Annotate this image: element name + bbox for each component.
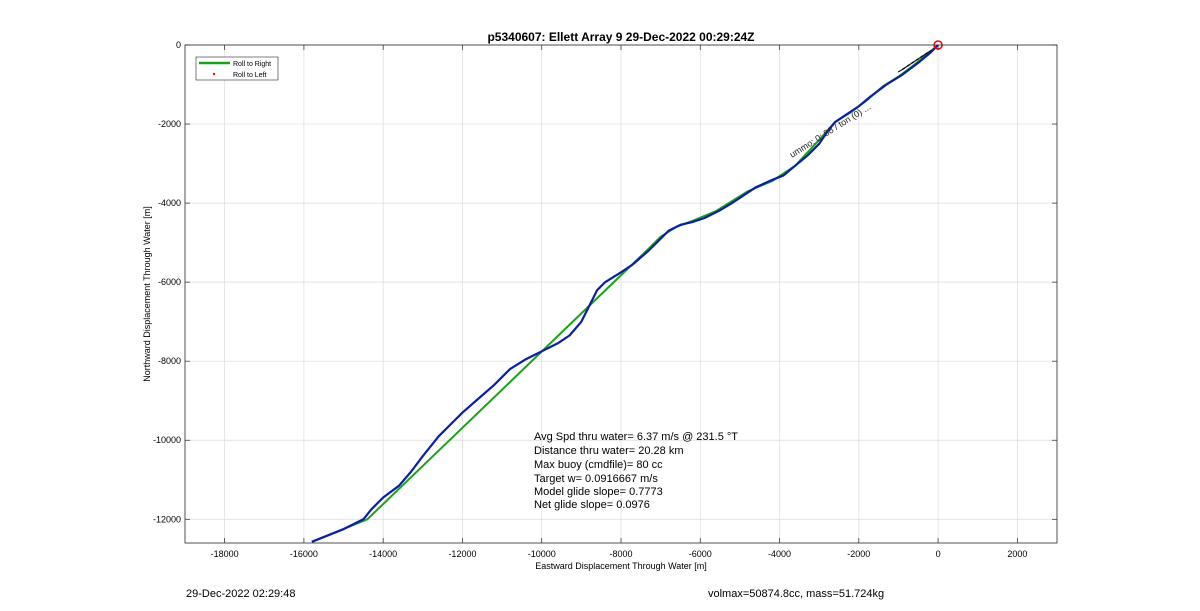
annotation-line: Model glide slope= 0.7773 <box>534 486 663 498</box>
grid <box>185 44 1057 543</box>
y-tick-label: -10000 <box>153 435 181 445</box>
y-tick-label: -6000 <box>158 277 181 287</box>
footer-volume-mass: volmax=50874.8cc, mass=51.724kg <box>708 588 885 600</box>
y-tick-label: 0 <box>176 40 181 50</box>
heading-marker <box>897 67 906 73</box>
legend: Roll to Right Roll to Left <box>195 56 279 81</box>
y-tick-label: -8000 <box>158 356 181 366</box>
footer-timestamp: 29-Dec-2022 02:29:48 <box>186 588 296 600</box>
x-tick-label: -6000 <box>689 549 712 559</box>
x-tick-label: 2000 <box>1007 549 1027 559</box>
y-tick-label: -4000 <box>158 198 181 208</box>
x-tick-label: -4000 <box>768 549 791 559</box>
annotation-line: Distance thru water= 20.28 km <box>534 445 684 457</box>
series-line-track <box>311 44 939 543</box>
annotation-line: Target w= 0.0916667 m/s <box>534 473 658 485</box>
y-tick-label: -12000 <box>153 514 181 524</box>
legend-label: Roll to Left <box>233 72 267 79</box>
x-tick-label: -18000 <box>211 549 239 559</box>
x-tick-label: -14000 <box>369 549 397 559</box>
y-axis-label: Northward Displacement Through Water [m] <box>142 206 152 382</box>
x-tick-label: -8000 <box>609 549 632 559</box>
x-tick-label: -10000 <box>528 549 556 559</box>
ticks: -18000 -16000 -14000 -12000 -10000 -8000 -6000… <box>153 40 1057 559</box>
x-tick-label: -12000 <box>448 549 476 559</box>
x-tick-label: -2000 <box>847 549 870 559</box>
x-tick-label: -16000 <box>290 549 318 559</box>
legend-dot-roll-left <box>212 72 216 76</box>
annotation-line: Net glide slope= 0.0976 <box>534 499 650 511</box>
annotation-block: Avg Spd thru water= 6.37 m/s @ 231.5 °T … <box>534 431 738 511</box>
y-tick-label: -2000 <box>158 119 181 129</box>
x-axis-label: Eastward Displacement Through Water [m] <box>535 561 707 571</box>
x-tick-label: 0 <box>936 549 941 559</box>
chart-title: p5340607: Ellett Array 9 29-Dec-2022 00:… <box>487 30 754 44</box>
annotation-line: Avg Spd thru water= 6.37 m/s @ 231.5 °T <box>534 431 738 443</box>
annotation-line: Max buoy (cmdfile)= 80 cc <box>534 459 663 471</box>
legend-label: Roll to Right <box>233 61 271 68</box>
